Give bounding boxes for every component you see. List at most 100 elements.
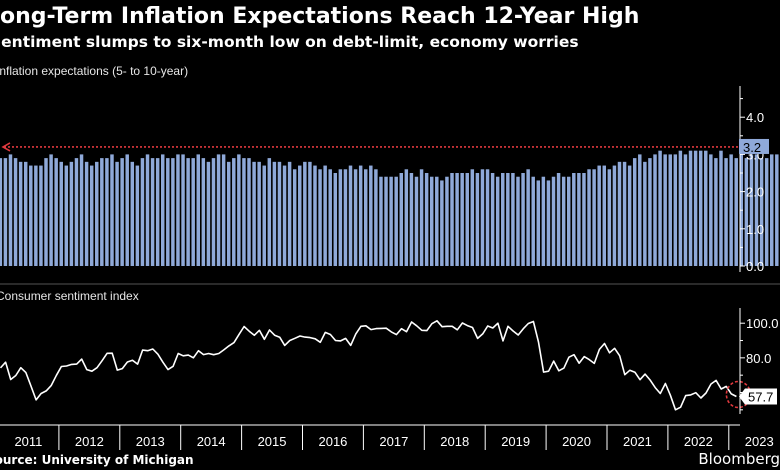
inflation-bar <box>729 154 733 266</box>
inflation-bar <box>582 173 586 266</box>
inflation-bar <box>495 176 500 266</box>
inflation-bar <box>358 165 363 266</box>
inflation-bar <box>155 158 160 266</box>
inflation-bar <box>74 158 79 266</box>
inflation-bar <box>531 176 535 266</box>
inflation-bar <box>54 158 58 266</box>
inflation-bar <box>59 161 63 266</box>
inflation-tick-label: 4.0 <box>746 110 764 125</box>
inflation-bar <box>668 154 672 266</box>
x-tick-label: 2016 <box>318 434 347 449</box>
inflation-bar <box>501 173 505 266</box>
inflation-bar <box>653 154 657 266</box>
inflation-bar <box>546 180 551 266</box>
inflation-bar <box>237 154 241 266</box>
inflation-bar <box>424 173 429 266</box>
inflation-bar <box>318 169 322 266</box>
inflation-bar <box>323 165 327 266</box>
inflation-bar <box>262 165 266 266</box>
x-tick-label: 2018 <box>440 434 469 449</box>
inflation-bar <box>759 158 764 266</box>
inflation-bar <box>394 176 398 266</box>
sentiment-line-group <box>0 319 752 411</box>
inflation-bar <box>734 158 738 266</box>
inflation-bar <box>450 173 454 266</box>
inflation-bar <box>226 161 231 266</box>
inflation-bar <box>419 169 424 266</box>
inflation-bar <box>485 169 490 266</box>
sentiment-tick-label: 100.0 <box>746 316 779 331</box>
reference-arrow-icon <box>1 142 11 152</box>
inflation-bar <box>754 154 759 266</box>
inflation-bar <box>607 169 612 266</box>
inflation-bar <box>597 165 601 266</box>
inflation-bar <box>0 158 3 266</box>
inflation-bar <box>150 158 155 266</box>
inflation-bar <box>252 161 256 266</box>
inflation-bar <box>698 150 703 266</box>
inflation-bar <box>110 154 114 266</box>
inflation-bar <box>480 169 485 266</box>
inflation-bar <box>176 154 180 266</box>
inflation-bar <box>313 165 317 266</box>
inflation-bar <box>612 165 617 266</box>
inflation-bar <box>632 158 637 266</box>
inflation-bar <box>145 154 150 266</box>
inflation-bar <box>353 169 358 266</box>
inflation-last-value-box <box>739 138 769 154</box>
inflation-bar <box>171 158 175 266</box>
inflation-bar <box>490 173 495 266</box>
inflation-bar <box>49 154 53 266</box>
inflation-bar <box>364 169 368 266</box>
inflation-bar <box>622 161 627 266</box>
inflation-bar <box>688 150 693 266</box>
inflation-bar <box>247 158 251 266</box>
inflation-bar <box>567 176 571 266</box>
chart-subtitle: Sentiment slumps to six-month low on deb… <box>0 33 579 51</box>
inflation-bar <box>749 154 754 266</box>
inflation-bar <box>704 150 708 266</box>
inflation-bar <box>414 176 419 266</box>
inflation-bar <box>678 150 683 266</box>
inflation-bar <box>369 165 373 266</box>
inflation-bar <box>8 154 13 266</box>
inflation-bar <box>470 169 475 266</box>
inflation-bar <box>303 161 307 266</box>
inflation-bar <box>724 158 728 266</box>
inflation-bar <box>135 165 140 266</box>
inflation-bar <box>120 158 124 266</box>
inflation-bar <box>186 158 190 266</box>
inflation-bar <box>140 158 145 266</box>
inflation-bar <box>29 165 33 266</box>
inflation-bar <box>587 169 591 266</box>
chart-title: Long-Term Inflation Expectations Reach 1… <box>0 4 640 29</box>
inflation-panel-label: Inflation expectations (5- to 10-year) <box>0 64 189 78</box>
inflation-bar <box>69 161 74 266</box>
inflation-bar <box>602 165 606 266</box>
inflation-bar <box>572 173 576 266</box>
inflation-bar <box>719 150 723 266</box>
inflation-bar <box>445 176 449 266</box>
inflation-bars <box>0 150 779 266</box>
x-tick-label: 2023 <box>745 434 774 449</box>
sentiment-last-value-box <box>739 388 777 405</box>
inflation-bar <box>556 173 561 266</box>
inflation-bar <box>435 176 439 266</box>
inflation-bar <box>541 176 546 266</box>
inflation-last-value: 3.2 <box>743 140 761 155</box>
inflation-bar <box>465 173 469 266</box>
inflation-bar <box>292 169 297 266</box>
inflation-bar <box>100 158 104 266</box>
inflation-bar <box>592 169 596 266</box>
sentiment-last-value: 57.7 <box>748 389 773 404</box>
inflation-bar <box>333 173 338 266</box>
inflation-bar <box>18 161 23 266</box>
x-tick-label: 2022 <box>684 434 713 449</box>
inflation-bar <box>161 154 165 266</box>
inflation-bar <box>506 173 510 266</box>
inflation-bar <box>343 169 348 266</box>
inflation-bar <box>770 154 774 266</box>
inflation-bar <box>404 169 409 266</box>
sentiment-line <box>0 319 737 411</box>
inflation-bar <box>267 158 272 266</box>
